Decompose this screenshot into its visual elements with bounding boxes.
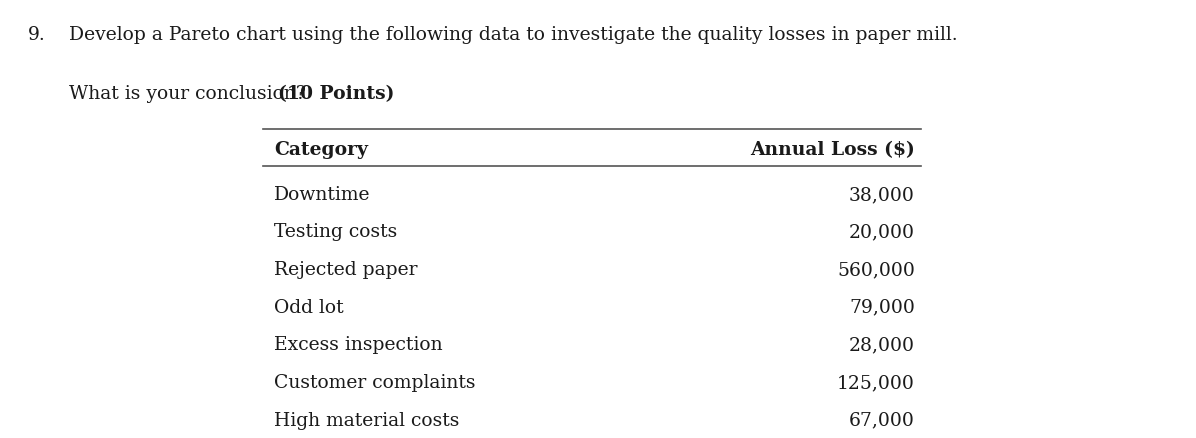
Text: (10 Points): (10 Points)	[277, 85, 395, 103]
Text: 38,000: 38,000	[849, 186, 915, 204]
Text: Develop a Pareto chart using the following data to investigate the quality losse: Develop a Pareto chart using the followi…	[69, 25, 958, 43]
Text: Excess inspection: Excess inspection	[274, 336, 443, 354]
Text: 79,000: 79,000	[849, 299, 915, 317]
Text: 9.: 9.	[28, 25, 45, 43]
Text: 28,000: 28,000	[849, 336, 915, 354]
Text: 20,000: 20,000	[849, 223, 915, 241]
Text: Downtime: Downtime	[274, 186, 371, 204]
Text: 125,000: 125,000	[837, 374, 915, 392]
Text: Category: Category	[274, 141, 368, 159]
Text: 560,000: 560,000	[837, 261, 915, 279]
Text: Annual Loss ($): Annual Loss ($)	[750, 141, 915, 159]
Text: Testing costs: Testing costs	[274, 223, 397, 241]
Text: 67,000: 67,000	[849, 412, 915, 430]
Text: What is your conclusion?: What is your conclusion?	[69, 85, 312, 103]
Text: Odd lot: Odd lot	[274, 299, 344, 317]
Text: Customer complaints: Customer complaints	[274, 374, 476, 392]
Text: Rejected paper: Rejected paper	[274, 261, 417, 279]
Text: High material costs: High material costs	[274, 412, 459, 430]
